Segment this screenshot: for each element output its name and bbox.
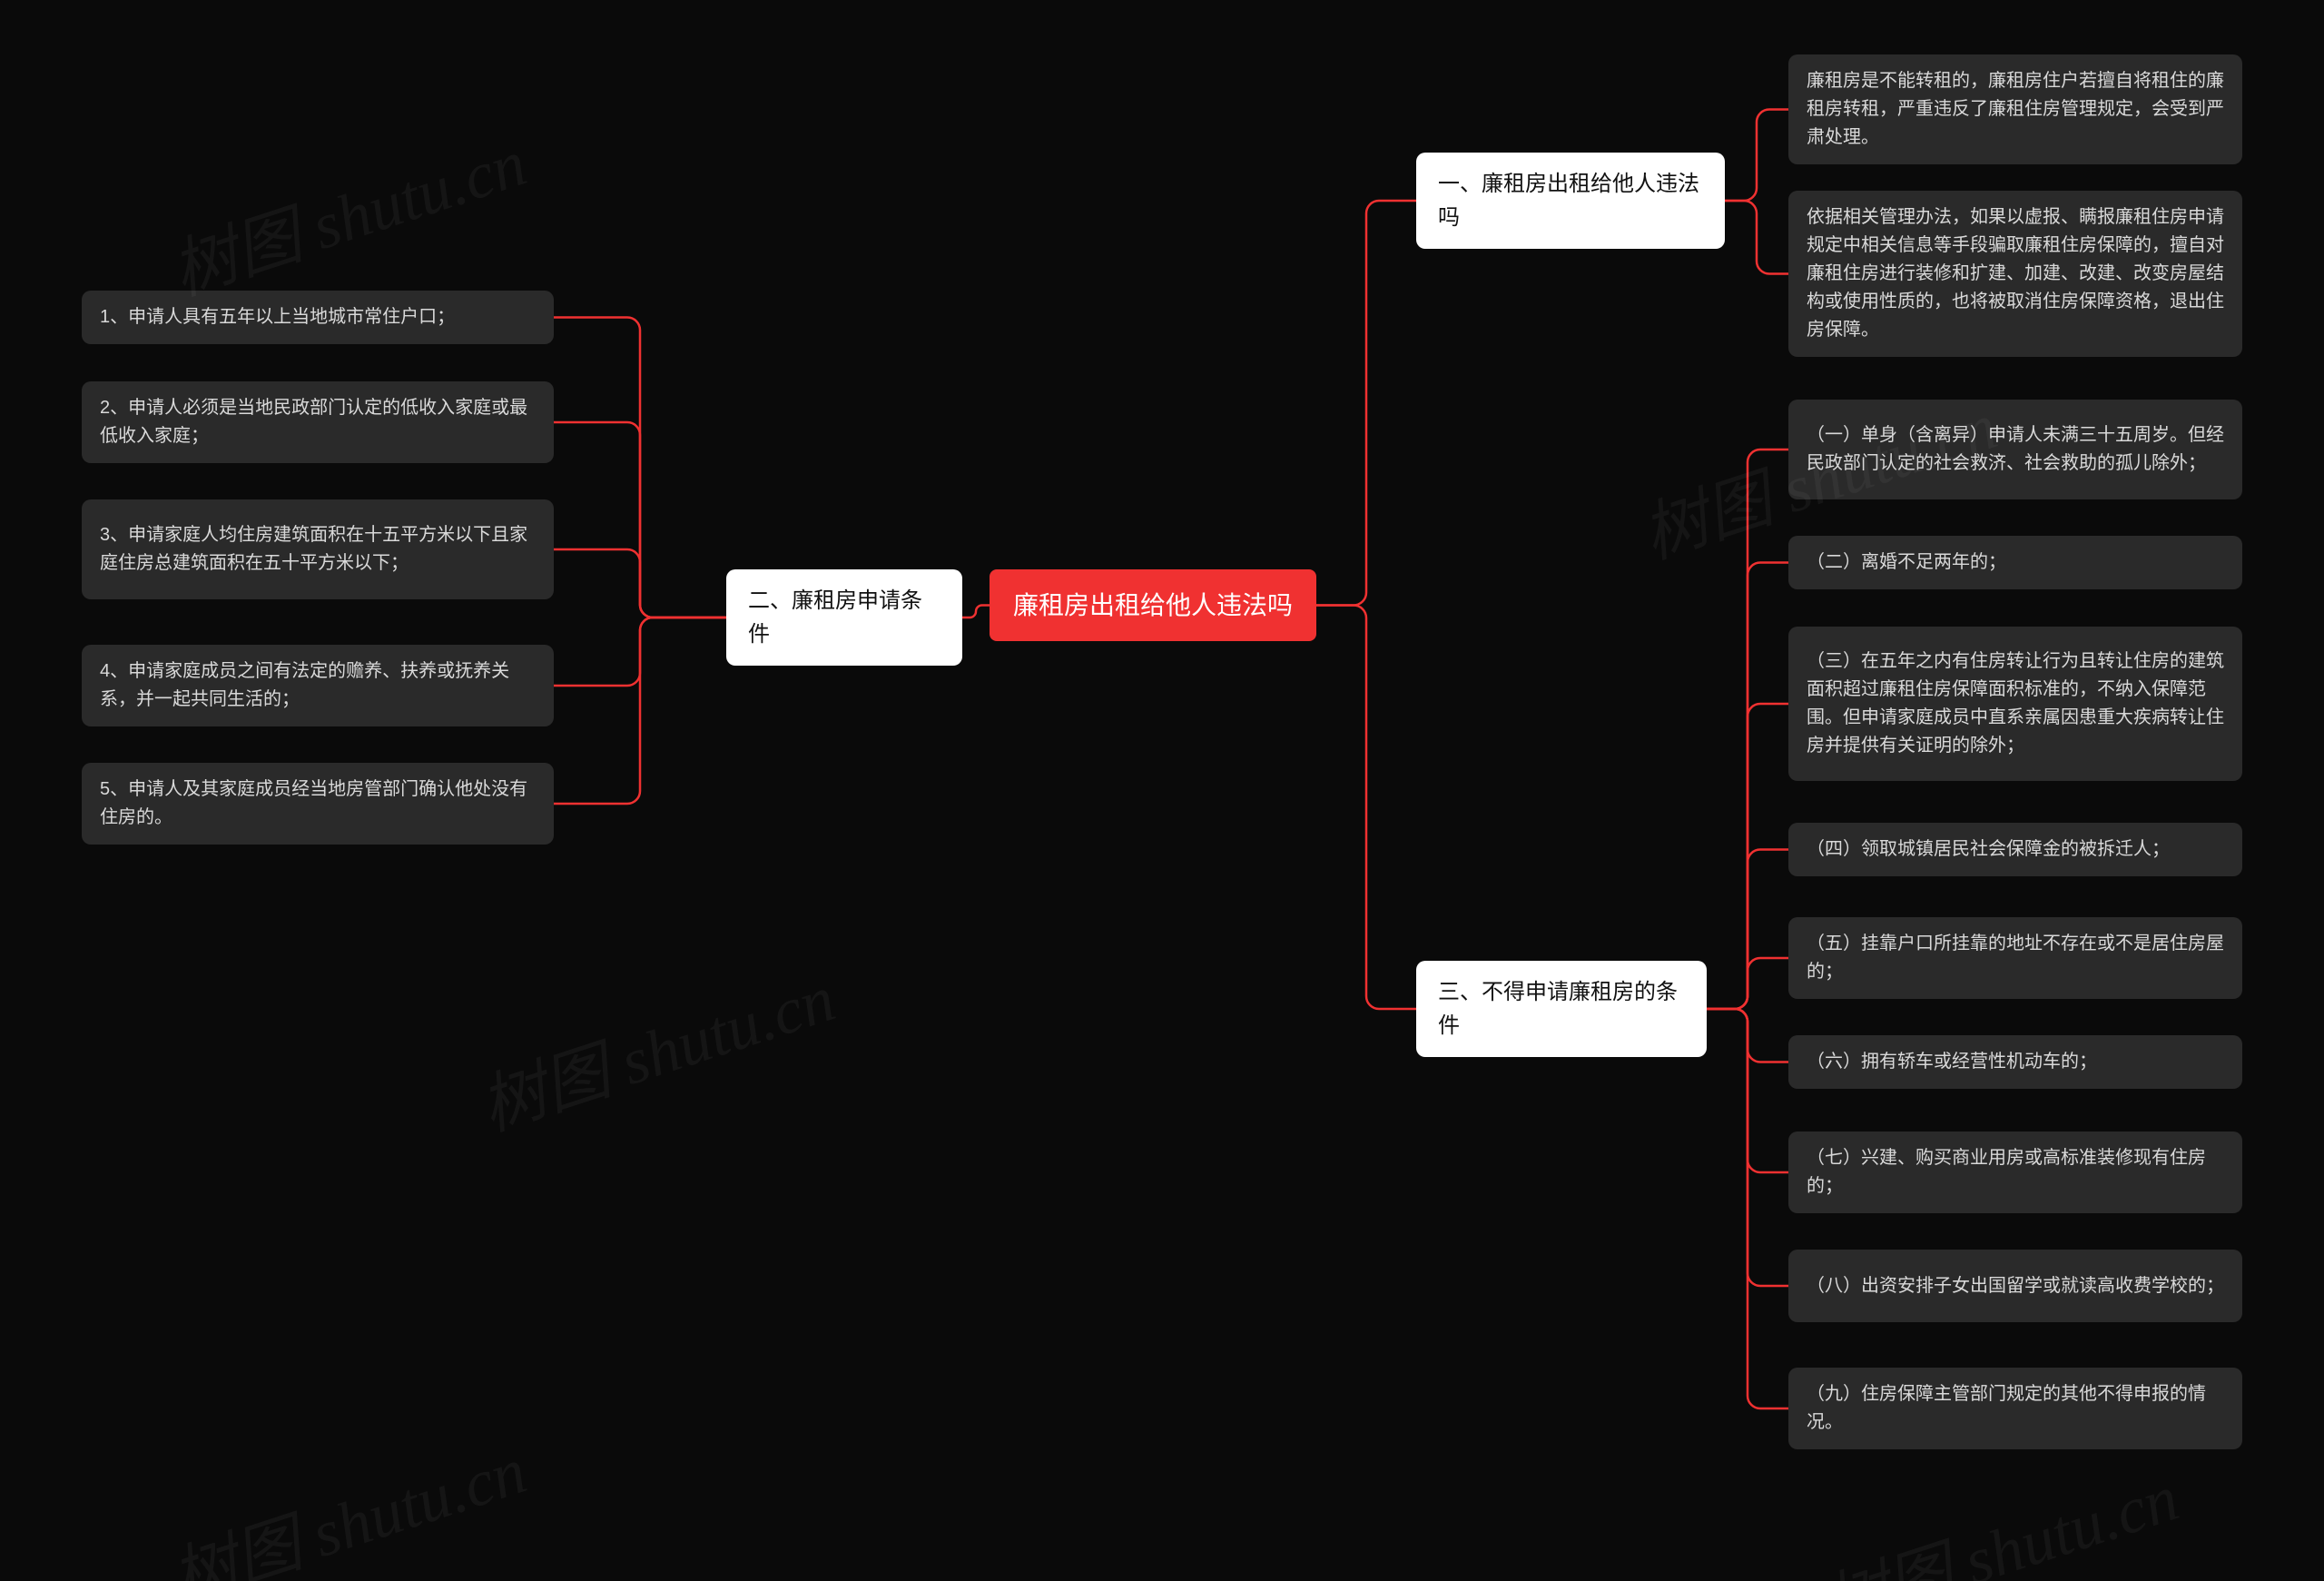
leaf-node[interactable]: （三）在五年之内有住房转让行为且转让住房的建筑面积超过廉租住房保障面积标准的，不… — [1788, 627, 2242, 781]
leaf-node[interactable]: （九）住房保障主管部门规定的其他不得申报的情况。 — [1788, 1368, 2242, 1449]
leaf-node[interactable]: 5、申请人及其家庭成员经当地房管部门确认他处没有住房的。 — [82, 763, 554, 845]
leaf-node[interactable]: 3、申请家庭人均住房建筑面积在十五平方米以下且家庭住房总建筑面积在五十平方米以下… — [82, 499, 554, 599]
leaf-node[interactable]: （五）挂靠户口所挂靠的地址不存在或不是居住房屋的； — [1788, 917, 2242, 999]
leaf-node[interactable]: （四）领取城镇居民社会保障金的被拆迁人； — [1788, 823, 2242, 876]
leaf-node[interactable]: 廉租房是不能转租的，廉租房住户若擅自将租住的廉租房转租，严重违反了廉租住房管理规… — [1788, 54, 2242, 164]
watermark: 树图 shutu.cn — [467, 944, 845, 1149]
leaf-node[interactable]: （八）出资安排子女出国留学或就读高收费学校的； — [1788, 1250, 2242, 1322]
watermark: 树图 shutu.cn — [158, 1417, 537, 1581]
leaf-node[interactable]: （六）拥有轿车或经营性机动车的； — [1788, 1035, 2242, 1089]
leaf-node[interactable]: （二）离婚不足两年的； — [1788, 536, 2242, 589]
leaf-node[interactable]: 依据相关管理办法，如果以虚报、瞒报廉租住房申请规定中相关信息等手段骗取廉租住房保… — [1788, 191, 2242, 357]
branch-node-3[interactable]: 三、不得申请廉租房的条件 — [1416, 961, 1707, 1057]
leaf-node[interactable]: （一）单身（含离异）申请人未满三十五周岁。但经民政部门认定的社会救济、社会救助的… — [1788, 400, 2242, 499]
branch-node-1[interactable]: 一、廉租房出租给他人违法吗 — [1416, 153, 1725, 249]
watermark: 树图 shutu.cn — [158, 109, 537, 313]
watermark: 树图 shutu.cn — [1810, 1444, 2189, 1581]
leaf-node[interactable]: （七）兴建、购买商业用房或高标准装修现有住房的； — [1788, 1131, 2242, 1213]
leaf-node[interactable]: 4、申请家庭成员之间有法定的赡养、扶养或抚养关系，并一起共同生活的； — [82, 645, 554, 726]
branch-node-2[interactable]: 二、廉租房申请条件 — [726, 569, 962, 666]
leaf-node[interactable]: 2、申请人必须是当地民政部门认定的低收入家庭或最低收入家庭； — [82, 381, 554, 463]
leaf-node[interactable]: 1、申请人具有五年以上当地城市常住户口； — [82, 291, 554, 344]
root-node[interactable]: 廉租房出租给他人违法吗 — [990, 569, 1316, 641]
